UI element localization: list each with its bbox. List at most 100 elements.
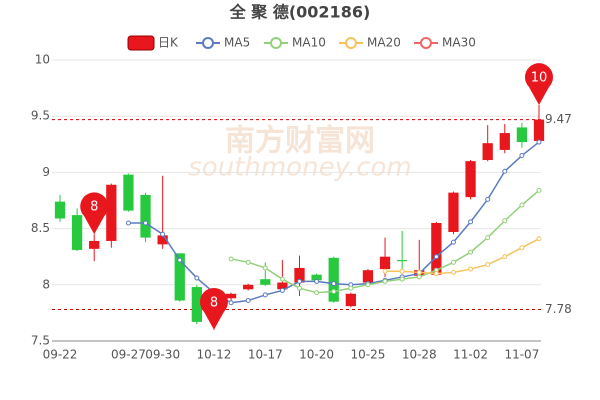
ma-point [433,271,439,277]
ma-point [194,275,200,281]
candle-body [157,235,168,245]
y-tick-label: 8 [42,277,50,291]
ma-point [399,276,405,282]
ma-point [519,153,525,159]
ma-point [450,239,456,245]
ma-point [416,269,422,275]
candle-body [533,119,545,141]
pin [525,63,553,105]
ma-point [297,278,302,284]
reference-label: 7.78 [545,302,572,316]
ma-point [399,268,405,274]
chart-title: 全 聚 德(002186) [229,3,371,22]
x-tick-label: 11-02 [453,348,488,362]
y-tick-label: 9 [42,165,50,179]
legend-label: MA30 [442,36,476,50]
candle-body [379,256,391,270]
ma-point [502,168,508,174]
legend-label: 日K [158,36,179,50]
ma-point [143,220,149,226]
ma-point [382,268,388,274]
ma-point [502,254,508,260]
candle-body [260,279,271,285]
ma-point [485,235,491,241]
legend-swatch [420,37,432,49]
x-tick-label: 11-07 [504,348,539,362]
ma-point [262,292,268,298]
candle-body [345,293,356,307]
y-tick-label: 9.5 [31,109,50,123]
ma-point [228,256,234,262]
x-tick-label: 09-27 [111,348,146,362]
x-tick-label: 10-25 [350,348,385,362]
ma-point [502,218,508,224]
ma-point [245,298,251,304]
candle-body [294,267,305,283]
x-tick-label: 10-20 [299,348,334,362]
pin [199,287,228,330]
candle-body [71,215,83,250]
ma-point [536,139,542,145]
candle-body [311,274,322,281]
candle-body [499,133,510,150]
candle-body [225,293,237,299]
legend-label: MA20 [367,36,401,50]
ma-point [125,220,131,226]
y-tick-label: 7.5 [31,334,50,348]
candle-body [243,284,254,290]
pin-label: 8 [90,200,98,215]
candle-body [191,287,202,322]
candle-body [516,127,528,143]
legend-swatch [127,35,155,51]
candle-body [448,192,459,232]
candle-body [482,143,493,161]
ma-point [485,262,491,268]
x-tick-label: 10-12 [197,348,232,362]
legend-label: MA5 [224,36,250,50]
pin [80,192,109,235]
ma-point [485,196,491,202]
ma-point [177,257,183,263]
watermark: 南方财富网 [225,124,375,159]
ma-point [382,278,388,284]
candle-body [465,161,476,198]
candle-body [140,194,151,238]
ma-point [279,287,285,293]
reference-label: 9.47 [545,112,572,126]
ma-point [468,219,474,225]
ma-point [262,265,268,271]
candle-body [362,270,374,283]
legend-swatch [345,37,357,49]
candle-body [277,282,288,290]
watermark: southmoney.com [188,153,411,183]
pin-label: 10 [531,70,548,85]
ma-point [228,300,234,306]
legend-swatch [270,37,282,49]
ma-point [297,285,302,291]
pin-label: 8 [210,295,218,310]
y-tick-label: 10 [35,53,50,67]
ma-point [365,282,371,288]
ma-point [536,236,542,242]
candle-body [431,222,442,275]
candle-body [328,257,339,302]
ma-point [416,274,422,280]
x-tick-label: 10-28 [402,348,437,362]
ma-point [279,276,285,282]
ma-point [468,249,474,255]
candle-body [89,240,100,249]
legend-swatch [202,37,214,49]
x-tick-label: 09-22 [43,348,78,362]
candle-body [397,260,408,262]
ma-point [314,290,320,296]
ma-point [331,281,337,287]
ma-point [314,278,320,284]
ma-point [348,285,354,291]
candle-body [106,184,117,241]
ma-point [160,231,166,237]
ma-point [450,259,456,265]
candle-body [123,174,134,211]
ma-point [245,259,251,265]
ma-point [331,289,337,295]
